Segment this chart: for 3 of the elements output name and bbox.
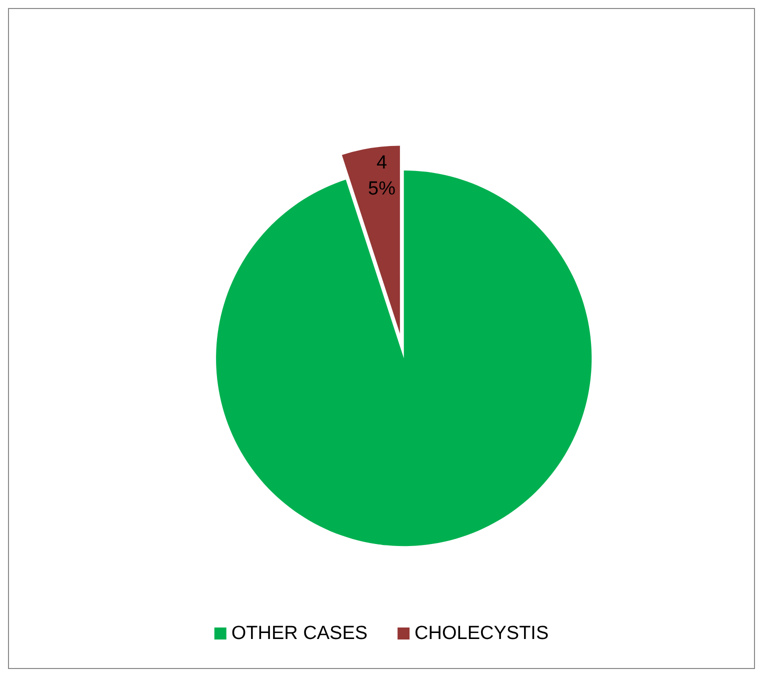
legend-label: CHOLECYSTIS (414, 623, 549, 644)
legend-label: OTHER CASES (231, 623, 368, 644)
data-label: 4 5% (368, 152, 396, 200)
